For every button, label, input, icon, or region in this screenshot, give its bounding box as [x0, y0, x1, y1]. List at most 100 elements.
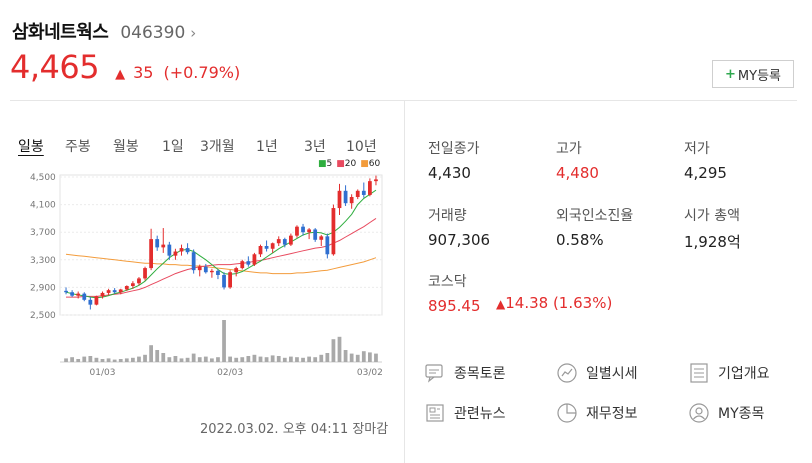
- candle-body: [143, 268, 147, 279]
- candle-body: [203, 266, 208, 273]
- divider: [404, 100, 405, 463]
- list-icon: [690, 363, 708, 383]
- my-register-button[interactable]: + MY등록: [712, 60, 794, 88]
- volume-bar: [361, 351, 366, 362]
- price-chart[interactable]: 4,500 4,100 3,700 3,300 2,900 2,500 01/03 02/03…: [0, 165, 400, 380]
- y-tick-label: 4,500: [30, 173, 56, 183]
- volume-bar: [216, 357, 220, 362]
- trend-icon: [557, 363, 577, 383]
- link-my-stocks[interactable]: MY종목: [688, 402, 764, 424]
- ma60-line: [65, 253, 377, 275]
- candle-body: [112, 290, 117, 293]
- candle-body: [325, 236, 330, 255]
- volume-bar: [124, 358, 129, 362]
- candle-body: [258, 246, 263, 255]
- candle-body: [131, 283, 135, 287]
- link-discussion[interactable]: 종목토론: [424, 362, 506, 384]
- volume-bar: [349, 353, 354, 362]
- candle-body: [276, 239, 281, 244]
- stock-name[interactable]: 삼화네트웍스: [12, 22, 109, 43]
- legend-ma60: ■60: [360, 159, 381, 169]
- candle-body: [343, 190, 348, 204]
- candle-body: [185, 248, 190, 253]
- candle-body: [234, 268, 239, 273]
- volume-bar: [222, 320, 226, 362]
- divider: [10, 100, 797, 101]
- tab-daily[interactable]: 일봉: [18, 139, 44, 155]
- stock-code[interactable]: 046390: [120, 23, 186, 43]
- volume-bar: [167, 357, 172, 362]
- volume-bar: [64, 358, 68, 362]
- stock-header: 삼화네트웍스 046390 ›: [12, 18, 196, 44]
- market-close-timestamp: 2022.03.02. 오후 04:11 장마감: [200, 422, 389, 437]
- ma-legend: ■5 ■20 ■60: [318, 159, 380, 169]
- stat-value: 1,928억: [684, 233, 741, 251]
- stat-prev-close: 전일종가 4,430: [428, 138, 480, 182]
- tab-10year[interactable]: 10년: [346, 139, 377, 155]
- volume-bar: [155, 350, 160, 362]
- volume-bar: [106, 358, 111, 362]
- candle-body: [319, 236, 324, 240]
- stat-foreign-ratio: 외국인소진율 0.58%: [556, 205, 633, 249]
- volume-bar: [295, 357, 299, 362]
- volume-bar: [137, 356, 141, 362]
- candle-body: [361, 190, 366, 195]
- link-label: 기업개요: [718, 366, 770, 382]
- up-triangle-icon: ▲: [115, 67, 126, 82]
- price-change: 35: [133, 63, 154, 82]
- chevron-right-icon[interactable]: ›: [190, 24, 197, 42]
- chat-icon: [425, 364, 443, 383]
- up-triangle-icon: ▲: [496, 297, 506, 311]
- volume-bar: [301, 357, 305, 362]
- candle-body: [94, 296, 99, 305]
- volume-bar: [112, 359, 117, 362]
- candle-body: [355, 190, 360, 198]
- x-tick-label: 03/02: [357, 368, 383, 378]
- stat-high: 고가 4,480: [556, 138, 599, 182]
- candle-body: [289, 235, 293, 245]
- tab-weekly[interactable]: 주봉: [65, 139, 91, 155]
- y-tick-label: 4,100: [30, 201, 56, 211]
- link-daily-price[interactable]: 일별시세: [556, 362, 638, 384]
- my-register-label: MY등록: [737, 68, 781, 84]
- candle-body: [197, 266, 202, 271]
- tab-monthly[interactable]: 월봉: [113, 139, 139, 155]
- kosdaq-value: 895.45: [428, 297, 481, 315]
- price-chart-svg: 4,500 4,100 3,700 3,300 2,900 2,500 01/03 02/03…: [30, 173, 383, 378]
- tab-1year[interactable]: 1년: [256, 139, 278, 155]
- candle-body: [368, 181, 372, 195]
- volume-bar: [252, 354, 257, 362]
- volume-bar: [100, 359, 105, 362]
- candle-body: [137, 278, 141, 284]
- candle-body: [210, 270, 214, 273]
- volume-bar: [313, 357, 318, 362]
- volume-bar: [82, 356, 87, 362]
- tab-3year[interactable]: 3년: [304, 139, 326, 155]
- volume-bar: [131, 357, 135, 362]
- volume-bar: [118, 359, 123, 362]
- volume-bar: [143, 354, 147, 362]
- volume-bar: [94, 357, 99, 362]
- link-label: 관련뉴스: [454, 406, 506, 422]
- link-company-overview[interactable]: 기업개요: [688, 362, 770, 384]
- candle-body: [374, 179, 378, 182]
- volume-bar: [307, 356, 311, 362]
- volume-bar: [161, 353, 166, 362]
- y-tick-label: 2,500: [30, 311, 56, 321]
- link-financial-info[interactable]: 재무정보: [556, 402, 638, 424]
- tab-3month[interactable]: 3개월: [200, 139, 235, 155]
- candle-body: [118, 289, 123, 293]
- candle-body: [161, 244, 166, 248]
- volume-bar: [276, 356, 281, 362]
- tab-1day[interactable]: 1일: [162, 139, 184, 155]
- stat-label: 저가: [684, 141, 710, 157]
- candle-body: [76, 293, 81, 296]
- candle-body: [173, 251, 178, 256]
- volume-bar: [325, 353, 330, 362]
- stat-market-cap: 시가 총액 1,928억: [684, 205, 741, 252]
- link-related-news[interactable]: 관련뉴스: [424, 402, 506, 424]
- legend-ma20: ■20: [336, 159, 357, 169]
- volume-bar: [331, 339, 336, 362]
- candle-body: [167, 244, 172, 256]
- current-price: 4,465: [10, 48, 100, 86]
